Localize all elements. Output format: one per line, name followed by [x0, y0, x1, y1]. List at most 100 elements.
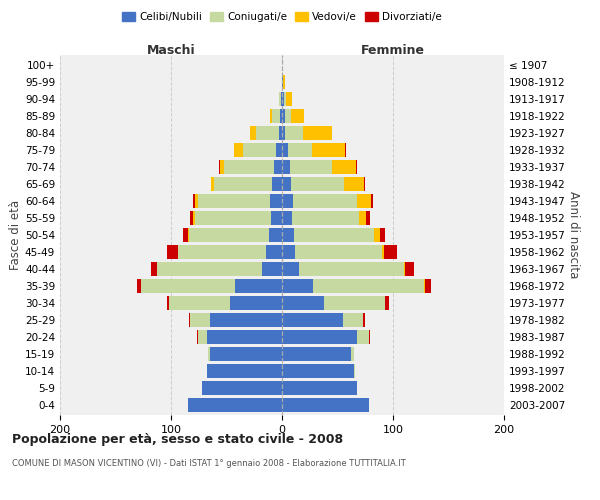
Bar	[280, 110, 282, 123]
Bar	[193, 194, 196, 208]
Bar	[270, 194, 282, 208]
Bar	[286, 92, 292, 106]
Bar	[283, 76, 286, 89]
Bar	[364, 178, 365, 191]
Bar	[424, 279, 425, 292]
Y-axis label: Fasce di età: Fasce di età	[9, 200, 22, 270]
Text: Popolazione per età, sesso e stato civile - 2008: Popolazione per età, sesso e stato civil…	[12, 432, 343, 446]
Bar	[351, 347, 354, 360]
Bar	[293, 194, 358, 208]
Bar	[282, 211, 292, 225]
Bar	[282, 126, 286, 140]
Bar	[266, 245, 282, 259]
Text: Maschi: Maschi	[146, 44, 196, 57]
Bar	[178, 245, 266, 259]
Bar	[282, 178, 291, 191]
Bar	[270, 110, 272, 123]
Bar	[206, 364, 282, 378]
Bar	[183, 228, 188, 242]
Bar	[368, 330, 370, 344]
Bar	[210, 313, 282, 326]
Bar	[282, 381, 358, 394]
Bar	[404, 262, 405, 276]
Bar	[282, 76, 283, 89]
Bar	[197, 194, 270, 208]
Bar	[193, 211, 196, 225]
Bar	[405, 262, 414, 276]
Bar	[190, 211, 193, 225]
Bar	[371, 194, 373, 208]
Bar	[208, 347, 210, 360]
Bar	[282, 347, 351, 360]
Bar	[282, 262, 299, 276]
Bar	[303, 126, 332, 140]
Bar	[282, 92, 284, 106]
Bar	[206, 330, 282, 344]
Bar	[197, 330, 206, 344]
Bar	[274, 160, 282, 174]
Bar	[137, 279, 141, 292]
Bar	[356, 160, 358, 174]
Bar	[363, 313, 365, 326]
Bar	[214, 178, 272, 191]
Bar	[151, 262, 157, 276]
Bar	[230, 296, 282, 310]
Bar	[282, 279, 313, 292]
Bar	[332, 160, 356, 174]
Bar	[202, 381, 282, 394]
Bar	[224, 160, 274, 174]
Bar	[256, 126, 278, 140]
Bar	[345, 144, 346, 157]
Text: Femmine: Femmine	[361, 44, 425, 57]
Bar	[344, 178, 364, 191]
Bar	[272, 178, 282, 191]
Bar	[167, 296, 169, 310]
Bar	[313, 279, 424, 292]
Bar	[292, 211, 359, 225]
Bar	[271, 211, 282, 225]
Bar	[220, 160, 224, 174]
Bar	[189, 313, 190, 326]
Bar	[157, 262, 262, 276]
Bar	[358, 330, 368, 344]
Bar	[262, 262, 282, 276]
Bar	[324, 296, 385, 310]
Bar	[250, 126, 256, 140]
Bar	[299, 262, 404, 276]
Bar	[282, 228, 294, 242]
Bar	[282, 330, 358, 344]
Bar	[282, 160, 290, 174]
Bar	[196, 194, 197, 208]
Bar	[167, 245, 178, 259]
Bar	[425, 279, 431, 292]
Bar	[278, 126, 282, 140]
Bar	[295, 245, 382, 259]
Bar	[359, 211, 367, 225]
Bar	[169, 296, 230, 310]
Bar	[189, 228, 269, 242]
Bar	[354, 364, 355, 378]
Bar	[210, 347, 282, 360]
Bar	[343, 313, 363, 326]
Bar	[211, 178, 214, 191]
Bar	[384, 245, 397, 259]
Bar	[141, 279, 235, 292]
Bar	[282, 398, 368, 411]
Bar	[282, 194, 293, 208]
Bar	[219, 160, 220, 174]
Bar	[380, 228, 385, 242]
Bar	[290, 160, 332, 174]
Bar	[312, 144, 345, 157]
Bar	[358, 194, 371, 208]
Bar	[235, 279, 282, 292]
Bar	[287, 144, 312, 157]
Bar	[294, 228, 374, 242]
Bar	[385, 296, 389, 310]
Y-axis label: Anni di nascita: Anni di nascita	[566, 192, 580, 278]
Bar	[282, 364, 354, 378]
Bar	[382, 245, 384, 259]
Bar	[374, 228, 380, 242]
Bar	[234, 144, 243, 157]
Bar	[291, 178, 344, 191]
Bar	[272, 110, 280, 123]
